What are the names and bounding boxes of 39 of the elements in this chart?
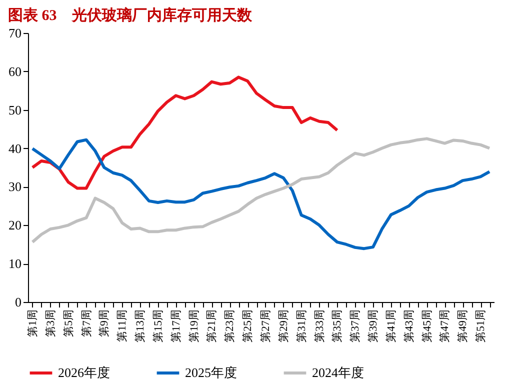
legend-label: 2024年度 — [312, 365, 364, 380]
x-tick-label: 第39周 — [368, 310, 380, 342]
y-tick-label: 70 — [8, 26, 22, 40]
x-tick-label: 第25周 — [242, 310, 254, 342]
y-tick-label: 10 — [8, 256, 22, 272]
x-tick-label: 第3周 — [44, 310, 57, 337]
x-tick-label: 第51周 — [475, 310, 488, 342]
x-tick-label: 第13周 — [134, 310, 147, 342]
x-tick-label: 第49周 — [457, 310, 470, 342]
legend-label: 2026年度 — [58, 365, 110, 380]
x-tick-label: 第1周 — [26, 310, 39, 337]
x-tick-label: 第41周 — [385, 310, 398, 342]
x-tick-label: 第11周 — [116, 310, 129, 342]
y-tick-label: 0 — [15, 294, 22, 310]
x-tick-label: 第29周 — [278, 310, 290, 342]
y-tick-label: 20 — [8, 218, 22, 233]
x-tick-label: 第43周 — [403, 310, 416, 342]
x-tick-label: 第17周 — [170, 310, 182, 342]
line-series — [30, 76, 339, 190]
legend-label: 2025年度 — [185, 365, 237, 380]
x-tick-label: 第37周 — [350, 310, 362, 342]
x-tick-label: 第19周 — [188, 310, 200, 342]
x-tick-label: 第47周 — [439, 310, 452, 342]
x-tick-label: 第7周 — [80, 310, 93, 337]
y-tick-label: 60 — [8, 64, 22, 79]
x-tick-label: 第27周 — [260, 310, 272, 342]
y-tick-label: 30 — [8, 179, 22, 194]
x-tick-label: 第15周 — [152, 310, 164, 342]
x-tick-label: 第5周 — [62, 310, 75, 337]
x-tick-label: 第21周 — [206, 310, 218, 342]
x-tick-label: 第33周 — [314, 310, 326, 342]
x-tick-label: 第45周 — [421, 310, 434, 342]
x-tick-label: 第9周 — [98, 310, 111, 337]
x-tick-label: 第35周 — [332, 310, 344, 342]
y-tick-label: 50 — [8, 102, 22, 118]
y-tick-label: 40 — [8, 140, 22, 156]
x-tick-label: 第23周 — [224, 310, 236, 342]
chart-title: 图表 63 光伏玻璃厂内库存可用天数 — [8, 6, 253, 24]
x-tick-label: 第31周 — [296, 310, 308, 342]
